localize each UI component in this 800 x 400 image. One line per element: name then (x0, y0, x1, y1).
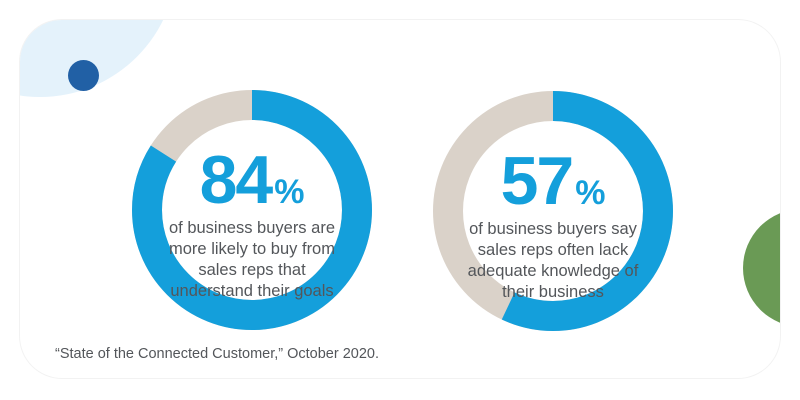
stat-description: of business buyers are more likely to bu… (152, 218, 352, 302)
stat-description-line: sales reps that (198, 261, 306, 279)
donut-center-text: 57% of business buyers say sales reps of… (433, 91, 673, 331)
stat-description: of business buyers say sales reps often … (453, 219, 653, 303)
donut-value-arc (433, 91, 673, 331)
stat-description-line: of business buyers say (469, 220, 637, 238)
source-citation: “State of the Connected Customer,” Octob… (55, 346, 380, 362)
decorative-navy-dot (68, 60, 99, 91)
stat-number: 84 (199, 142, 274, 218)
donut-chart-84: 84% of business buyers are more likely t… (132, 90, 372, 330)
stat-description-line: sales reps often lack (477, 241, 629, 259)
stat-number: 57 (500, 143, 575, 219)
percent-sign: % (274, 173, 305, 211)
donut-ring-57 (433, 91, 673, 331)
decorative-green-circle (743, 209, 780, 327)
donut-chart-57: 57% of business buyers say sales reps of… (433, 91, 673, 331)
stat-value-row: 57% (501, 147, 606, 215)
infographic-card: 84% of business buyers are more likely t… (20, 20, 780, 378)
stat-description-line: understand their goals (170, 282, 334, 300)
donut-ring-84 (132, 90, 372, 330)
donut-center-text: 84% of business buyers are more likely t… (132, 90, 372, 330)
stat-description-line: of business buyers are (168, 219, 335, 237)
donut-value-arc (132, 90, 372, 330)
percent-sign: % (575, 174, 606, 212)
decorative-pale-blue-circle (20, 20, 177, 97)
stat-description-line: adequate knowledge of (467, 262, 639, 280)
stat-description-line: more likely to buy from (169, 240, 335, 258)
stat-value-row: 84% (200, 146, 305, 214)
stat-description-line: their business (502, 283, 604, 301)
